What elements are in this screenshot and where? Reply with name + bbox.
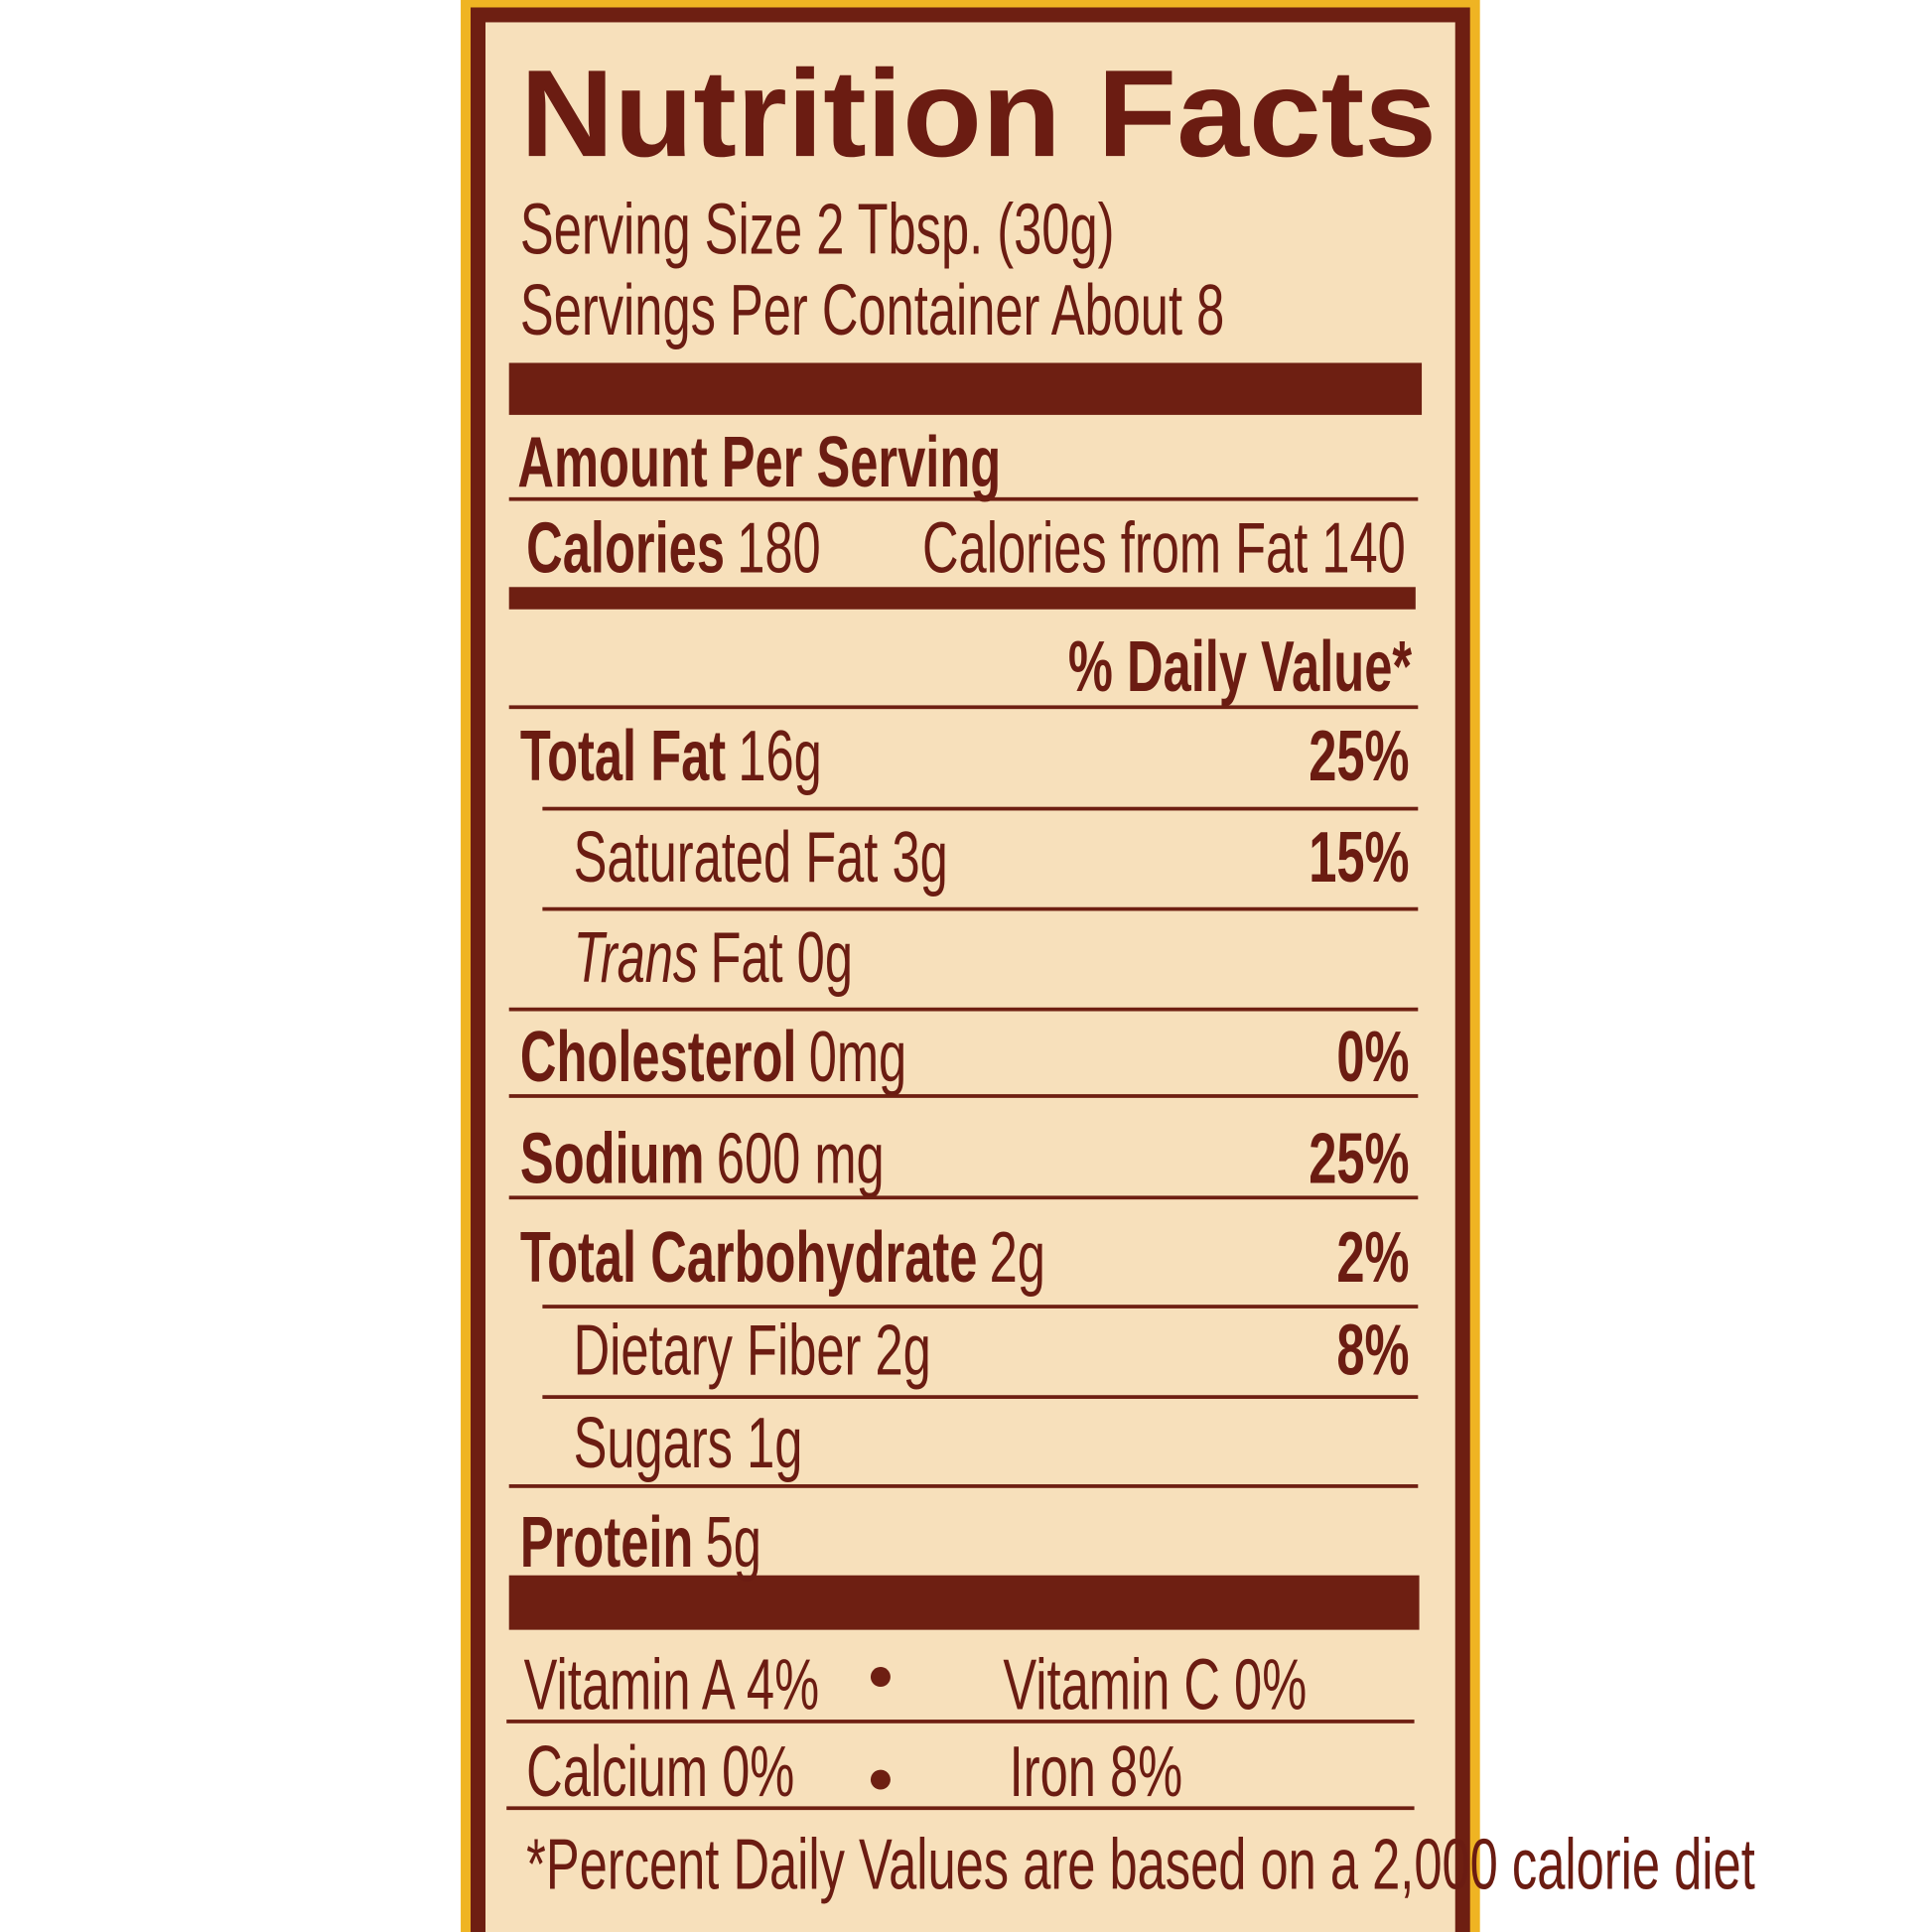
nutrient-amount: 5g — [706, 1502, 761, 1583]
thin-rule — [508, 705, 1419, 710]
calories: Calories 180 — [526, 507, 821, 588]
daily-value: 25% — [1309, 1118, 1409, 1198]
bullet — [870, 1667, 891, 1688]
daily-value-part: 15% — [1309, 817, 1409, 897]
calories-from-fat-part: Calories from Fat 140 — [922, 507, 1406, 588]
daily-value-header-part: % Daily Value* — [1068, 626, 1413, 707]
nutrient-row: Dietary Fiber 2g — [574, 1311, 931, 1391]
vitamin-part: Iron 8% — [1010, 1731, 1183, 1812]
thin-rule — [508, 496, 1419, 501]
thin-rule — [508, 1195, 1419, 1200]
nutrient-row: Sodium 600 mg — [520, 1118, 885, 1198]
vitamin-part: Vitamin A 4% — [524, 1645, 819, 1725]
daily-value: 8% — [1336, 1311, 1409, 1391]
daily-value: 15% — [1309, 817, 1409, 897]
thick-rule — [508, 362, 1423, 415]
thin-rule — [542, 1395, 1419, 1399]
nutrient-name: Cholesterol — [520, 1017, 797, 1097]
daily-value: 0% — [1336, 1017, 1409, 1097]
vitamin: Iron 8% — [1010, 1731, 1183, 1812]
nutrient-row: Cholesterol 0mg — [520, 1017, 906, 1097]
nutrient-row: Trans Fat 0g — [574, 917, 853, 998]
serving-size-part: Serving Size 2 Tbsp. (30g) — [520, 190, 1115, 270]
title: Nutrition Facts — [520, 45, 1437, 183]
calories-value: 180 — [737, 507, 820, 588]
nutrient-name: Total Carbohydrate — [520, 1217, 977, 1298]
thick-rule — [508, 587, 1416, 610]
nutrient-name: Dietary Fiber 2g — [574, 1311, 931, 1391]
nutrient-name: Total Fat — [520, 716, 726, 796]
serving-size: Serving Size 2 Tbsp. (30g) — [520, 190, 1115, 270]
daily-value: 2% — [1336, 1217, 1409, 1298]
nutrient-name: Saturated Fat 3g — [574, 817, 948, 897]
thin-rule — [506, 1806, 1415, 1811]
daily-value-part: 0% — [1336, 1017, 1409, 1097]
vitamin: Vitamin A 4% — [524, 1645, 819, 1725]
nutrient-name: Sugars 1g — [574, 1403, 803, 1483]
daily-value-part: 25% — [1309, 716, 1409, 796]
nutrient-amount: 2g — [990, 1217, 1045, 1298]
nutrient-amount: Fat 0g — [710, 917, 853, 998]
thin-rule — [508, 1094, 1419, 1098]
nutrient-row: Sugars 1g — [574, 1403, 803, 1483]
thin-rule — [542, 806, 1419, 811]
thin-rule — [542, 1305, 1419, 1309]
nutrient-amount: 16g — [738, 716, 821, 796]
daily-value-part: 25% — [1309, 1118, 1409, 1198]
daily-value: 25% — [1309, 716, 1409, 796]
daily-value-part: 2% — [1336, 1217, 1409, 1298]
amount-per-serving: Amount Per Serving — [517, 422, 1001, 502]
nutrient-row: Saturated Fat 3g — [574, 817, 948, 897]
footnote-part: *Percent Daily Values are based on a 2,0… — [526, 1824, 1755, 1904]
nutrient-row: Total Carbohydrate 2g — [520, 1217, 1045, 1298]
servings-per-container-part: Servings Per Container About 8 — [520, 270, 1224, 350]
nutrient-name: Trans — [574, 917, 699, 998]
thin-rule — [508, 1007, 1419, 1012]
nutrient-amount: 600 mg — [717, 1118, 885, 1198]
vitamin: Vitamin C 0% — [1003, 1645, 1307, 1725]
daily-value-part: 8% — [1336, 1311, 1409, 1391]
calories-from-fat: Calories from Fat 140 — [922, 507, 1406, 588]
nutrient-name: Protein — [520, 1502, 693, 1583]
nutrient-row: Protein 5g — [520, 1502, 761, 1583]
thin-rule — [508, 1484, 1419, 1488]
thick-rule — [508, 1575, 1420, 1630]
vitamin-part: Calcium 0% — [526, 1731, 794, 1812]
thin-rule — [506, 1720, 1415, 1724]
servings-per-container: Servings Per Container About 8 — [520, 270, 1224, 350]
nutrient-amount: 0mg — [809, 1017, 907, 1097]
vitamin-part: Vitamin C 0% — [1003, 1645, 1307, 1725]
daily-value-header: % Daily Value* — [1068, 626, 1413, 707]
bullet — [870, 1769, 891, 1790]
calories-label: Calories — [526, 507, 725, 588]
amount-per-serving-part: Amount Per Serving — [517, 422, 1001, 502]
nutrient-row: Total Fat 16g — [520, 716, 822, 796]
thin-rule — [542, 906, 1419, 911]
footnote: *Percent Daily Values are based on a 2,0… — [526, 1824, 1755, 1904]
vitamin: Calcium 0% — [526, 1731, 794, 1812]
nutrient-name: Sodium — [520, 1118, 705, 1198]
